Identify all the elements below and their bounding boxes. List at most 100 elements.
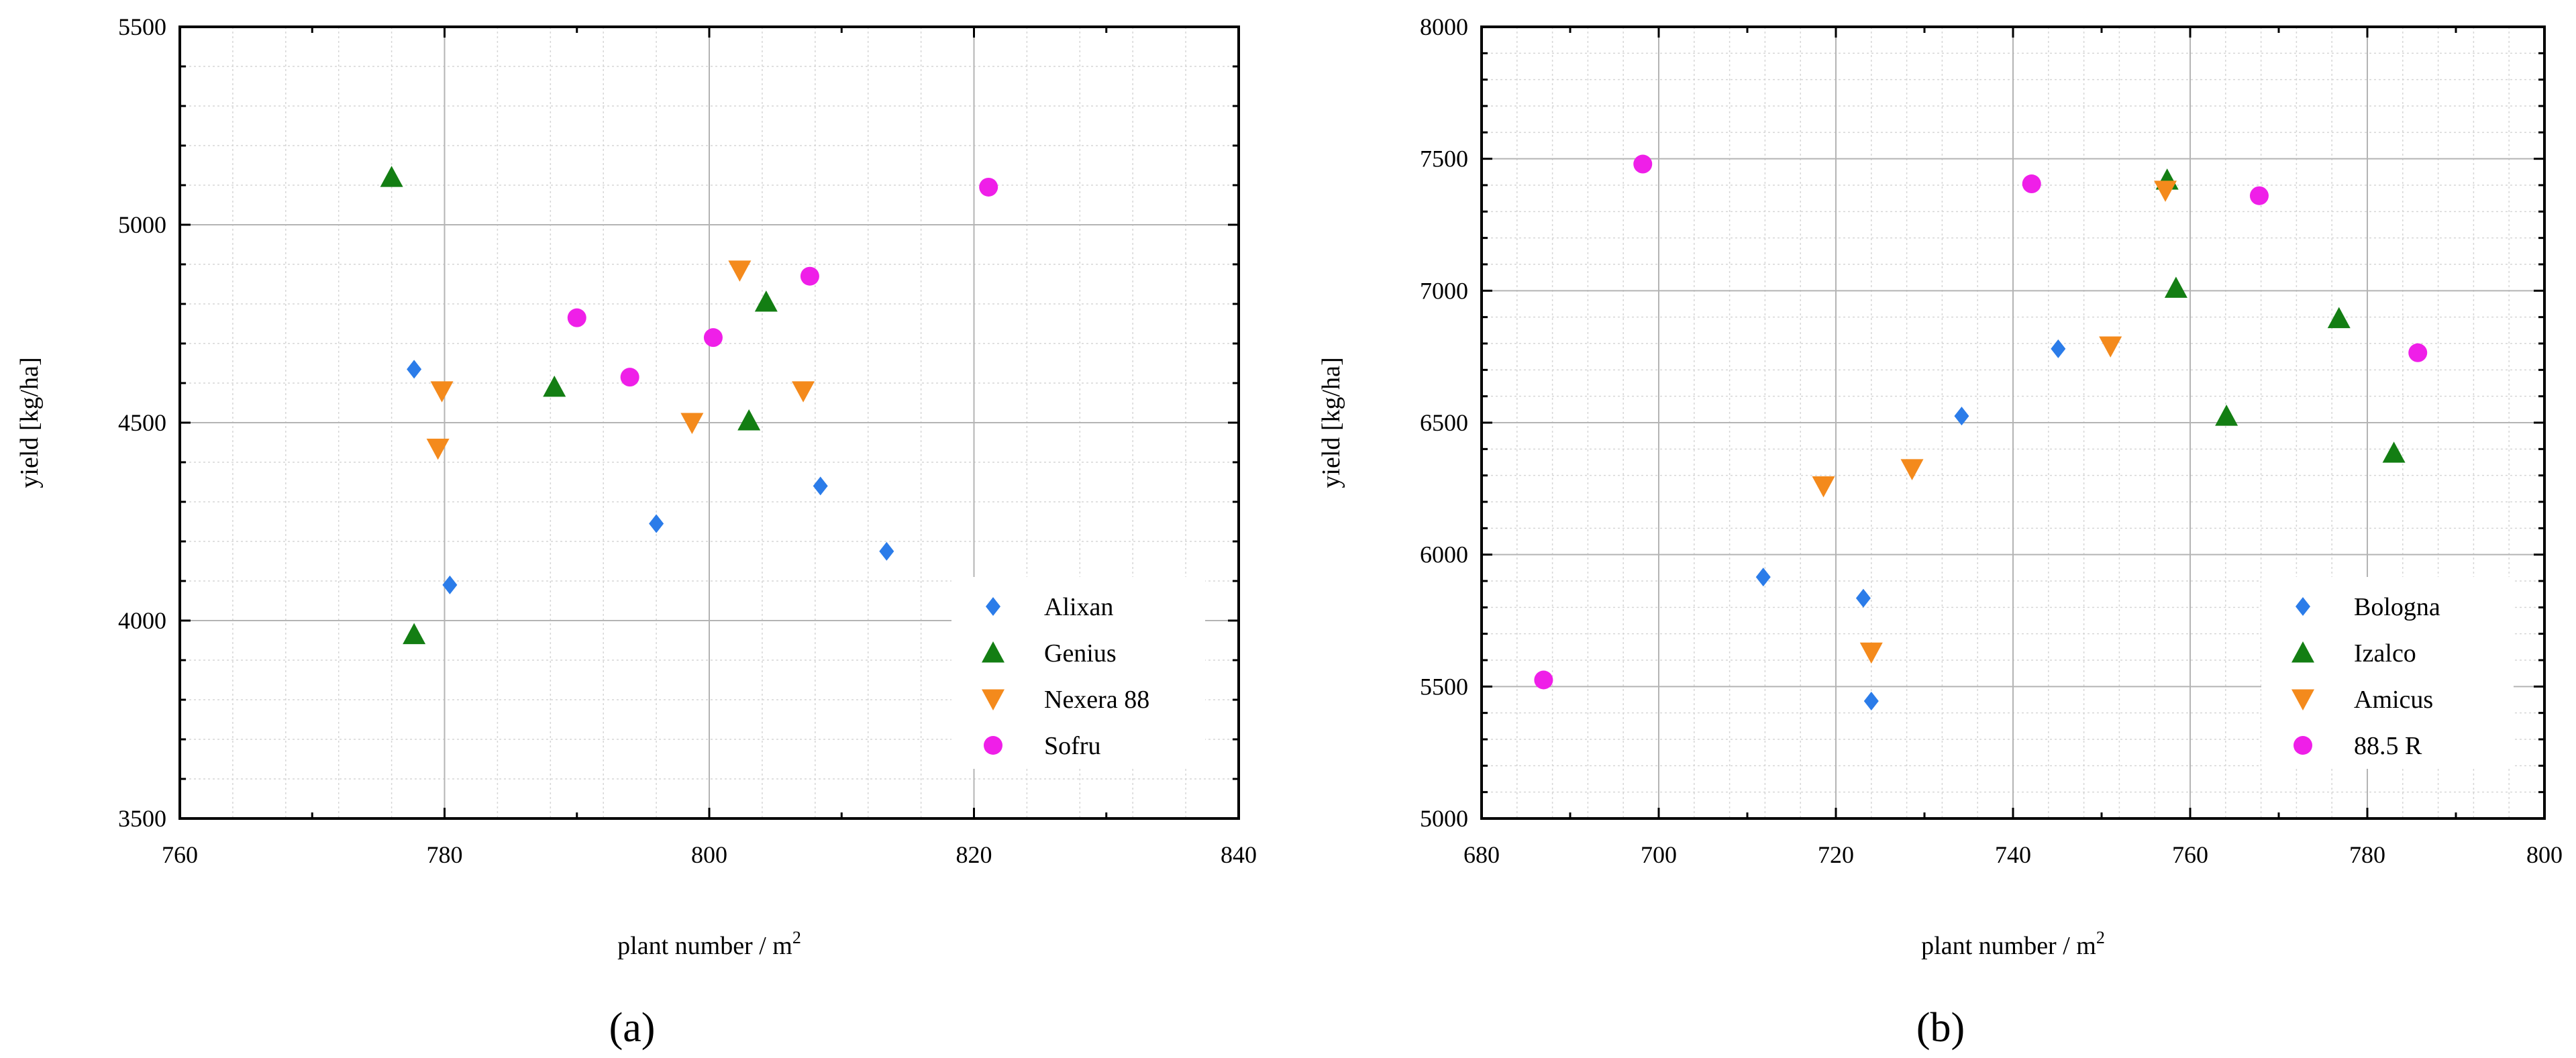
data-point [737, 409, 761, 431]
data-point [620, 368, 639, 387]
legend-marker [986, 597, 1000, 616]
y-tick-label: 3500 [118, 805, 166, 832]
data-point [1900, 459, 1924, 480]
data-point [792, 381, 815, 403]
data-point [979, 177, 998, 197]
x-tick-label: 780 [427, 841, 463, 868]
legend-marker [2291, 689, 2314, 710]
panel-label: (a) [609, 1005, 656, 1051]
panel-label: (b) [1916, 1005, 1965, 1051]
x-tick-label: 840 [1221, 841, 1257, 868]
series-genius [380, 166, 778, 645]
data-point [380, 166, 403, 187]
plot-frame [1480, 25, 2546, 820]
legend-label: Bologna [2354, 593, 2440, 621]
data-point [1633, 154, 1653, 174]
data-point [543, 375, 566, 397]
x-axis-title: plant number / m2 [617, 928, 801, 960]
data-point [2164, 276, 2187, 298]
legend-label: Sofru [1044, 732, 1100, 760]
legend-label: Amicus [2354, 686, 2433, 714]
legend-marker [2294, 736, 2312, 755]
data-point [2382, 441, 2406, 463]
x-tick-label: 760 [162, 841, 198, 868]
y-tick-label: 4000 [118, 607, 166, 634]
x-tick-label: 820 [956, 841, 992, 868]
data-point [1863, 691, 1879, 710]
legend: Bologna Izalco Amicus 88.5 R [2261, 577, 2514, 769]
series-alixan [407, 360, 894, 594]
legend-label: Nexera 88 [1044, 686, 1149, 714]
data-point [442, 575, 458, 594]
data-point [728, 260, 752, 282]
legend: Alixan Genius Nexera 88 Sofru [951, 577, 1205, 769]
y-tick-label: 8000 [1420, 13, 1468, 40]
data-point [2022, 174, 2041, 194]
chart-panel-b: 680 700 720 740 760 780 800 5000 5500 6000 6500 700… [1317, 13, 2563, 1051]
data-point [2099, 336, 2122, 358]
legend-marker [984, 736, 1002, 755]
data-point [2408, 343, 2428, 362]
x-tick-label: 680 [1463, 841, 1500, 868]
data-point [879, 541, 894, 561]
data-point [703, 328, 723, 348]
data-point [403, 623, 426, 645]
data-point [567, 308, 586, 327]
data-point [754, 290, 778, 312]
legend-label: Izalco [2354, 639, 2416, 668]
x-tick-label: 720 [1818, 841, 1854, 868]
data-point [680, 413, 704, 434]
y-tick-label: 5000 [118, 211, 166, 238]
data-point [1855, 588, 1871, 608]
y-tick-label: 5500 [1420, 673, 1468, 700]
data-point [649, 514, 664, 533]
legend-label: Alixan [1044, 593, 1113, 621]
data-point [1534, 670, 1553, 690]
x-tick-label: 800 [691, 841, 727, 868]
y-tick-label: 7500 [1420, 146, 1468, 172]
legend-marker [2291, 641, 2314, 663]
legend-marker [982, 641, 1004, 663]
data-point [2215, 405, 2238, 426]
y-axis-title: yield [kg/ha] [15, 357, 44, 488]
plot-frame [178, 25, 1240, 820]
x-axis-title-superscript: 2 [2096, 928, 2105, 947]
data-point [2154, 180, 2177, 202]
legend-marker [2296, 597, 2310, 616]
legend-marker [982, 689, 1004, 710]
data-point [426, 438, 450, 460]
y-tick-label: 5000 [1420, 805, 1468, 832]
chart-panel-a: 760 780 800 820 840 3500 4000 4500 5000 5500 plant… [15, 13, 1257, 1051]
data-point [2051, 339, 2066, 358]
data-point [2327, 307, 2351, 329]
series-nexera-88 [426, 260, 815, 460]
y-axis-title: yield [kg/ha] [1317, 357, 1345, 488]
series-bologna [1755, 339, 2066, 710]
y-tick-label: 5500 [118, 13, 166, 40]
data-point [430, 381, 454, 403]
data-point [2249, 186, 2269, 205]
x-tick-label: 700 [1641, 841, 1677, 868]
data-point [1954, 407, 1969, 426]
series-amicus [1812, 180, 2177, 664]
x-axis-title-superscript: 2 [792, 928, 801, 947]
x-tick-label: 800 [2526, 841, 2563, 868]
data-point [1755, 568, 1771, 587]
data-point [407, 360, 422, 379]
series-sofru [567, 177, 998, 387]
y-tick-label: 7000 [1420, 277, 1468, 304]
x-tick-label: 780 [2349, 841, 2385, 868]
series-88-5-r [1534, 154, 2428, 690]
legend-label: Genius [1044, 639, 1117, 668]
x-axis-title: plant number / m2 [1921, 928, 2105, 960]
y-tick-label: 6000 [1420, 541, 1468, 568]
data-point [1859, 642, 1883, 664]
data-point [800, 266, 819, 286]
y-tick-label: 4500 [118, 409, 166, 436]
x-tick-label: 760 [2172, 841, 2208, 868]
x-tick-label: 740 [1995, 841, 2031, 868]
data-point [813, 476, 828, 496]
y-tick-label: 6500 [1420, 409, 1468, 436]
legend-label: 88.5 R [2354, 732, 2422, 760]
